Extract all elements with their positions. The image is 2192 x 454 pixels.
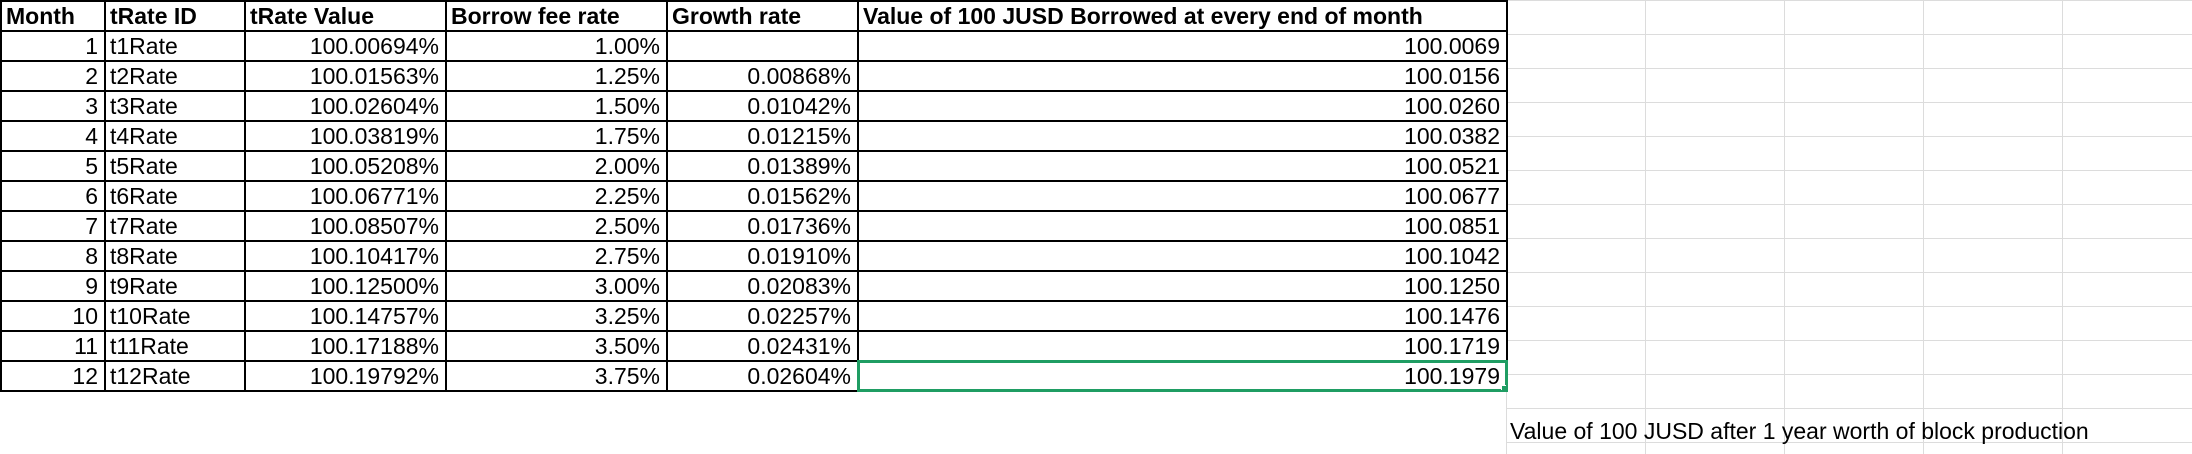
cell-growth-rate[interactable]: 0.01562%	[666, 180, 859, 212]
cell-value[interactable]: 100.1250	[857, 270, 1508, 302]
cell-month[interactable]: 6	[0, 180, 106, 212]
cell-month[interactable]: 4	[0, 120, 106, 152]
header-growth-rate[interactable]: Growth rate	[666, 0, 859, 32]
cell-rate-id[interactable]: t11Rate	[104, 330, 246, 362]
header-row: Month tRate ID tRate Value Borrow fee ra…	[0, 0, 1508, 32]
cell-rate-value[interactable]: 100.10417%	[244, 240, 447, 272]
table-row: 5 t5Rate 100.05208% 2.00% 0.01389% 100.0…	[0, 150, 1508, 182]
cell-rate-id[interactable]: t4Rate	[104, 120, 246, 152]
cell-borrow-fee[interactable]: 2.25%	[445, 180, 668, 212]
cell-growth-rate[interactable]: 0.00868%	[666, 60, 859, 92]
cell-value[interactable]: 100.0156	[857, 60, 1508, 92]
cell-borrow-fee[interactable]: 3.50%	[445, 330, 668, 362]
cell-month[interactable]: 1	[0, 30, 106, 62]
table-row: 3 t3Rate 100.02604% 1.50% 0.01042% 100.0…	[0, 90, 1508, 122]
cell-value[interactable]: 100.1042	[857, 240, 1508, 272]
cell-rate-value[interactable]: 100.02604%	[244, 90, 447, 122]
cell-month[interactable]: 11	[0, 330, 106, 362]
cell-value[interactable]: 100.0260	[857, 90, 1508, 122]
cell-borrow-fee[interactable]: 2.75%	[445, 240, 668, 272]
header-trate-value[interactable]: tRate Value	[244, 0, 447, 32]
header-value-borrowed[interactable]: Value of 100 JUSD Borrowed at every end …	[857, 0, 1508, 32]
cell-value[interactable]: 100.0069	[857, 30, 1508, 62]
cell-growth-rate[interactable]: 0.01042%	[666, 90, 859, 122]
cell-rate-id[interactable]: t2Rate	[104, 60, 246, 92]
cell-growth-rate[interactable]: 0.02257%	[666, 300, 859, 332]
cell-borrow-fee[interactable]: 1.75%	[445, 120, 668, 152]
cell-borrow-fee[interactable]: 2.00%	[445, 150, 668, 182]
cell-value[interactable]: 100.0851	[857, 210, 1508, 242]
cell-month[interactable]: 2	[0, 60, 106, 92]
header-borrow-fee-rate[interactable]: Borrow fee rate	[445, 0, 668, 32]
cell-borrow-fee[interactable]: 3.25%	[445, 300, 668, 332]
cell-value[interactable]: 100.1719	[857, 330, 1508, 362]
cell-growth-rate[interactable]: 0.01736%	[666, 210, 859, 242]
cell-value[interactable]: 100.0521	[857, 150, 1508, 182]
fill-handle[interactable]	[1501, 385, 1505, 389]
cell-growth-rate[interactable]: 0.01215%	[666, 120, 859, 152]
header-trate-id[interactable]: tRate ID	[104, 0, 246, 32]
selected-cell-value[interactable]: 100.1979	[857, 360, 1508, 392]
cell-growth-rate[interactable]: 0.02431%	[666, 330, 859, 362]
cell-borrow-fee[interactable]: 1.25%	[445, 60, 668, 92]
cell-month[interactable]: 5	[0, 150, 106, 182]
cell-growth-rate[interactable]: 0.02083%	[666, 270, 859, 302]
cell-rate-value[interactable]: 100.00694%	[244, 30, 447, 62]
cell-growth-rate[interactable]: 0.01910%	[666, 240, 859, 272]
table-row: 1 t1Rate 100.00694% 1.00% 100.0069	[0, 30, 1508, 62]
cell-rate-id[interactable]: t10Rate	[104, 300, 246, 332]
cell-value[interactable]: 100.1476	[857, 300, 1508, 332]
cell-borrow-fee[interactable]: 1.00%	[445, 30, 668, 62]
cell-rate-id[interactable]: t1Rate	[104, 30, 246, 62]
cell-borrow-fee[interactable]: 3.00%	[445, 270, 668, 302]
cell-month[interactable]: 10	[0, 300, 106, 332]
row-12-note[interactable]: Value of 100 JUSD after 1 year worth of …	[1510, 418, 2089, 444]
empty-cell-grid[interactable]	[1506, 0, 2192, 454]
table-row: 4 t4Rate 100.03819% 1.75% 0.01215% 100.0…	[0, 120, 1508, 152]
cell-rate-id[interactable]: t9Rate	[104, 270, 246, 302]
cell-value[interactable]: 100.0382	[857, 120, 1508, 152]
cell-rate-id[interactable]: t3Rate	[104, 90, 246, 122]
cell-borrow-fee[interactable]: 1.50%	[445, 90, 668, 122]
cell-rate-value[interactable]: 100.03819%	[244, 120, 447, 152]
table-row: 2 t2Rate 100.01563% 1.25% 0.00868% 100.0…	[0, 60, 1508, 92]
cell-rate-id[interactable]: t8Rate	[104, 240, 246, 272]
cell-rate-value[interactable]: 100.01563%	[244, 60, 447, 92]
table-row: 6 t6Rate 100.06771% 2.25% 0.01562% 100.0…	[0, 180, 1508, 212]
cell-rate-value[interactable]: 100.19792%	[244, 360, 447, 392]
table-row: 7 t7Rate 100.08507% 2.50% 0.01736% 100.0…	[0, 210, 1508, 242]
cell-rate-value[interactable]: 100.05208%	[244, 150, 447, 182]
cell-growth-rate[interactable]: 0.01389%	[666, 150, 859, 182]
cell-value-text: 100.1979	[1404, 362, 1500, 389]
cell-month[interactable]: 7	[0, 210, 106, 242]
cell-rate-value[interactable]: 100.12500%	[244, 270, 447, 302]
cell-growth-rate[interactable]: 0.02604%	[666, 360, 859, 392]
table-row: 10 t10Rate 100.14757% 3.25% 0.02257% 100…	[0, 300, 1508, 332]
cell-value[interactable]: 100.0677	[857, 180, 1508, 212]
cell-month[interactable]: 8	[0, 240, 106, 272]
cell-rate-value[interactable]: 100.06771%	[244, 180, 447, 212]
cell-borrow-fee[interactable]: 3.75%	[445, 360, 668, 392]
cell-rate-value[interactable]: 100.17188%	[244, 330, 447, 362]
cell-rate-id[interactable]: t12Rate	[104, 360, 246, 392]
data-table: Month tRate ID tRate Value Borrow fee ra…	[0, 0, 1508, 392]
header-month[interactable]: Month	[0, 0, 106, 32]
cell-month[interactable]: 9	[0, 270, 106, 302]
cell-rate-id[interactable]: t7Rate	[104, 210, 246, 242]
cell-rate-value[interactable]: 100.14757%	[244, 300, 447, 332]
table-row: 9 t9Rate 100.12500% 3.00% 0.02083% 100.1…	[0, 270, 1508, 302]
cell-month[interactable]: 3	[0, 90, 106, 122]
cell-rate-id[interactable]: t6Rate	[104, 180, 246, 212]
cell-rate-value[interactable]: 100.08507%	[244, 210, 447, 242]
table-row: 12 t12Rate 100.19792% 3.75% 0.02604% 100…	[0, 360, 1508, 392]
cell-rate-id[interactable]: t5Rate	[104, 150, 246, 182]
cell-month[interactable]: 12	[0, 360, 106, 392]
table-row: 8 t8Rate 100.10417% 2.75% 0.01910% 100.1…	[0, 240, 1508, 272]
cell-growth-rate[interactable]	[666, 30, 859, 62]
table-row: 11 t11Rate 100.17188% 3.50% 0.02431% 100…	[0, 330, 1508, 362]
cell-borrow-fee[interactable]: 2.50%	[445, 210, 668, 242]
